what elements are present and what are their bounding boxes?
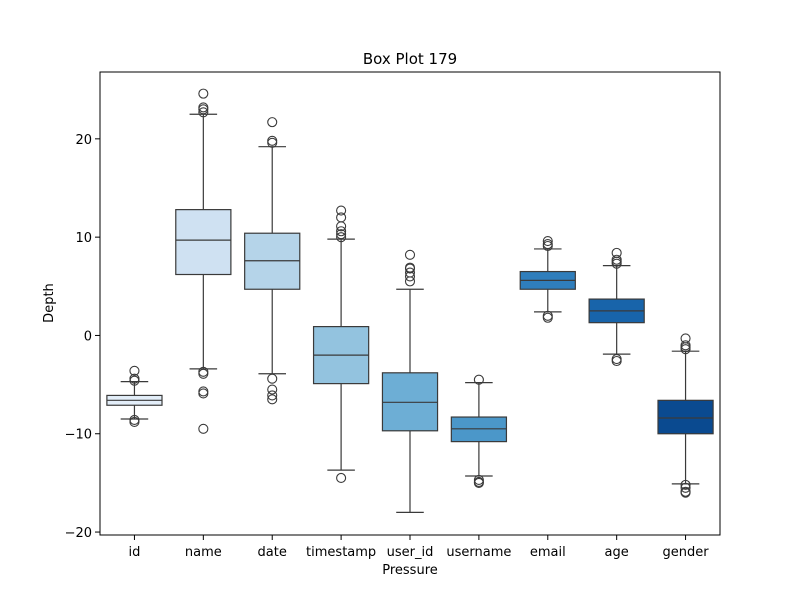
outlier-point xyxy=(611,247,622,258)
box-age xyxy=(588,247,645,367)
x-axis-label: Pressure xyxy=(382,563,438,578)
box-email xyxy=(519,236,576,323)
outlier-point xyxy=(473,374,484,385)
outlier-point xyxy=(542,236,553,247)
y-tick-label: 0 xyxy=(84,329,92,344)
outlier-point xyxy=(542,310,553,321)
outlier-point xyxy=(404,267,416,278)
outlier-point xyxy=(267,373,278,384)
chart-title: Box Plot 179 xyxy=(363,50,457,68)
iqr-box xyxy=(175,209,232,276)
y-axis-label: Depth xyxy=(42,283,57,323)
y-tick-label: 10 xyxy=(75,231,92,246)
x-tick-label: gender xyxy=(663,545,710,560)
x-tick-label: email xyxy=(530,545,566,560)
outlier-point xyxy=(267,394,278,405)
outlier-point xyxy=(198,88,209,99)
outlier-point xyxy=(129,365,140,376)
x-tick-label: age xyxy=(605,545,629,560)
outlier-point xyxy=(336,205,347,216)
y-tick-label: 20 xyxy=(75,133,92,148)
outlier-point xyxy=(198,102,209,113)
box-date xyxy=(244,117,301,405)
x-tick-label: id xyxy=(129,545,141,560)
outlier-point xyxy=(129,375,140,386)
outlier-point xyxy=(611,353,622,365)
outlier-point xyxy=(267,137,278,148)
outlier-point xyxy=(611,256,622,267)
outlier-point xyxy=(680,344,691,355)
outlier-point xyxy=(611,355,622,367)
outlier-point xyxy=(542,238,553,250)
x-tick-label: timestamp xyxy=(306,545,376,560)
outlier-point xyxy=(198,368,209,379)
outlier-point xyxy=(542,312,553,323)
outlier-point xyxy=(611,254,622,265)
outlier-point xyxy=(680,482,691,493)
outlier-point xyxy=(267,390,278,401)
outlier-point xyxy=(404,249,416,260)
y-axis: −20 −10 0 10 20 xyxy=(65,133,100,541)
x-tick-label: date xyxy=(258,545,287,560)
outlier-point xyxy=(267,117,278,128)
outlier-point xyxy=(336,212,347,223)
outlier-point xyxy=(404,262,416,273)
box-id xyxy=(106,365,163,428)
outlier-point xyxy=(129,416,140,428)
outlier-point xyxy=(336,226,347,237)
iqr-box xyxy=(657,399,714,435)
x-tick-label: user_id xyxy=(387,545,434,560)
outlier-point xyxy=(336,229,347,240)
outlier-point xyxy=(336,232,347,243)
outlier-point xyxy=(680,479,691,490)
outlier-point xyxy=(198,386,209,397)
outlier-point xyxy=(267,384,278,395)
box-name xyxy=(175,88,232,434)
y-tick-label: −10 xyxy=(65,428,92,443)
x-tick-label: name xyxy=(185,545,222,560)
outlier-point xyxy=(198,107,209,118)
outlier-point xyxy=(680,342,691,353)
outlier-point xyxy=(473,477,484,488)
x-tick-label: username xyxy=(446,545,511,560)
y-tick-label: −20 xyxy=(65,526,92,541)
outlier-point xyxy=(336,472,347,484)
outlier-point xyxy=(680,487,691,498)
outlier-point xyxy=(267,135,278,146)
outlier-point xyxy=(198,423,209,434)
box-gender xyxy=(657,333,714,498)
outlier-point xyxy=(198,388,209,399)
box-user_id xyxy=(381,249,439,513)
plot-area xyxy=(106,88,714,513)
box-username xyxy=(450,374,508,488)
x-axis: id name date timestamp user_id username email a… xyxy=(129,535,710,560)
box-timestamp xyxy=(312,205,370,484)
